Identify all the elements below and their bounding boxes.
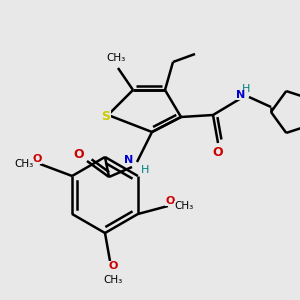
Text: H: H <box>141 165 149 175</box>
Text: O: O <box>74 148 84 161</box>
Text: N: N <box>236 90 246 100</box>
Text: H: H <box>242 84 250 94</box>
Text: CH₃: CH₃ <box>103 275 123 285</box>
Text: O: O <box>213 146 223 160</box>
Text: O: O <box>32 154 42 164</box>
Text: O: O <box>165 196 175 206</box>
Text: CH₃: CH₃ <box>106 53 126 63</box>
Text: CH₃: CH₃ <box>14 159 34 169</box>
Text: N: N <box>124 155 134 165</box>
Text: CH₃: CH₃ <box>174 201 194 211</box>
Text: S: S <box>101 110 110 122</box>
Text: O: O <box>108 261 118 271</box>
